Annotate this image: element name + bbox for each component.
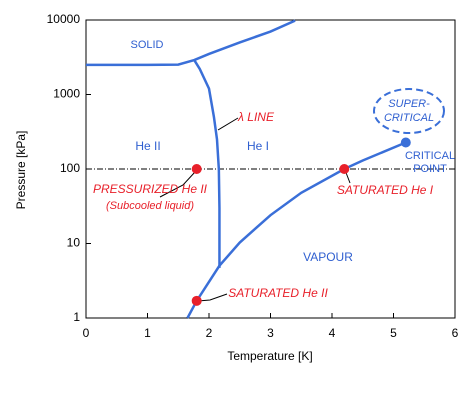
annotation: PRESSURIZED He II (93, 182, 208, 196)
annotation: SOLID (130, 39, 163, 51)
x-tick-label: 4 (329, 326, 336, 340)
x-tick-label: 2 (206, 326, 213, 340)
annotation: λ LINE (237, 110, 275, 124)
phase-line (86, 19, 296, 67)
leader-line (197, 293, 228, 302)
y-tick-label: 10000 (47, 12, 81, 26)
x-tick-label: 3 (267, 326, 274, 340)
state-point (191, 295, 202, 306)
y-axis-label: Pressure [kPa] (14, 131, 28, 210)
annotation: CRITICAL (405, 150, 455, 162)
y-tick-label: 100 (60, 161, 80, 175)
annotation: SATURATED He I (337, 183, 434, 197)
annotation: He II (135, 139, 160, 153)
leader-line (217, 117, 239, 131)
y-tick-label: 1 (73, 310, 80, 324)
x-tick-label: 5 (390, 326, 397, 340)
x-tick-label: 1 (144, 326, 151, 340)
state-point (400, 137, 411, 148)
y-tick-label: 1000 (53, 87, 80, 101)
annotation: CRITICAL (384, 112, 434, 124)
x-tick-label: 6 (452, 326, 459, 340)
annotation: POINT (413, 163, 447, 175)
leader-line (159, 171, 196, 198)
supercritical-region (373, 88, 445, 134)
state-point (191, 164, 202, 174)
phase-line (193, 59, 221, 268)
x-axis-label: Temperature [K] (227, 349, 312, 363)
phase-line (186, 141, 407, 319)
x-tick-label: 0 (83, 326, 90, 340)
y-tick-label: 10 (67, 236, 81, 250)
state-point (339, 164, 350, 174)
annotation: SATURATED He II (228, 286, 328, 300)
annotation: VAPOUR (303, 250, 353, 264)
annotation: (Subcooled liquid) (106, 200, 194, 212)
annotation: SUPER- (388, 98, 430, 110)
annotation: He I (247, 139, 269, 153)
